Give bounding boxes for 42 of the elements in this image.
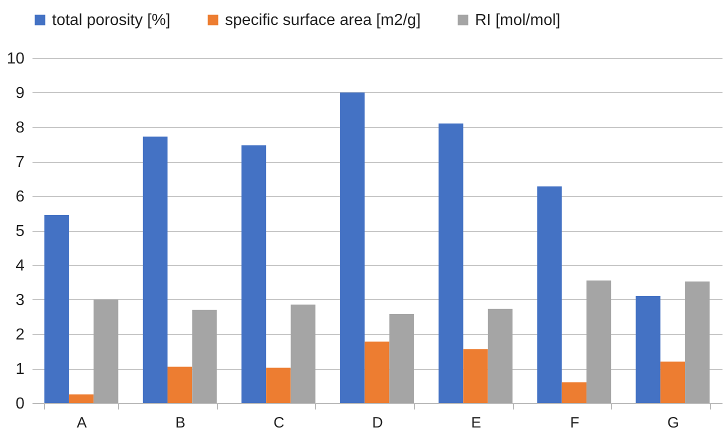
bar	[463, 349, 488, 403]
y-tick-label: 1	[16, 361, 25, 378]
y-tick-label: 5	[16, 223, 25, 240]
bar	[142, 136, 168, 403]
y-tick-label: 4	[16, 258, 25, 274]
y-tick-label: 9	[16, 85, 25, 102]
y-tick-label: 7	[16, 154, 25, 171]
legend-label: total porosity [%]	[52, 12, 170, 29]
x-tick-label: D	[372, 414, 384, 432]
bar	[94, 300, 118, 403]
legend-label: specific surface area [m2/g]	[225, 12, 421, 29]
bar	[44, 214, 69, 403]
bar	[636, 296, 660, 403]
bar	[241, 145, 266, 403]
bar	[586, 280, 612, 403]
y-tick-label: 0	[16, 396, 25, 412]
bar	[266, 368, 291, 403]
x-tick-label: E	[471, 414, 482, 432]
bar	[389, 314, 414, 403]
x-tick-label: C	[274, 414, 285, 432]
bar	[290, 304, 316, 403]
bar	[537, 186, 562, 403]
bar	[68, 394, 94, 403]
x-tick-label: F	[570, 414, 580, 432]
x-tick-label: A	[76, 414, 87, 432]
bar	[562, 382, 586, 403]
x-tick-label: G	[667, 414, 680, 432]
legend-label: RI [mol/mol]	[475, 12, 560, 29]
y-tick-label: 2	[16, 326, 25, 344]
x-tick-label: B	[175, 414, 186, 432]
y-tick-label: 6	[16, 188, 25, 206]
bar	[364, 342, 390, 403]
y-tick-label: 8	[16, 120, 25, 136]
y-tick-label: 3	[16, 292, 25, 309]
bar	[488, 308, 513, 403]
bar	[438, 124, 464, 403]
bar	[340, 92, 365, 403]
bar	[660, 362, 686, 403]
y-tick-label: 10	[6, 50, 25, 68]
bar	[192, 310, 217, 403]
bar	[168, 366, 192, 403]
bar	[685, 282, 710, 403]
